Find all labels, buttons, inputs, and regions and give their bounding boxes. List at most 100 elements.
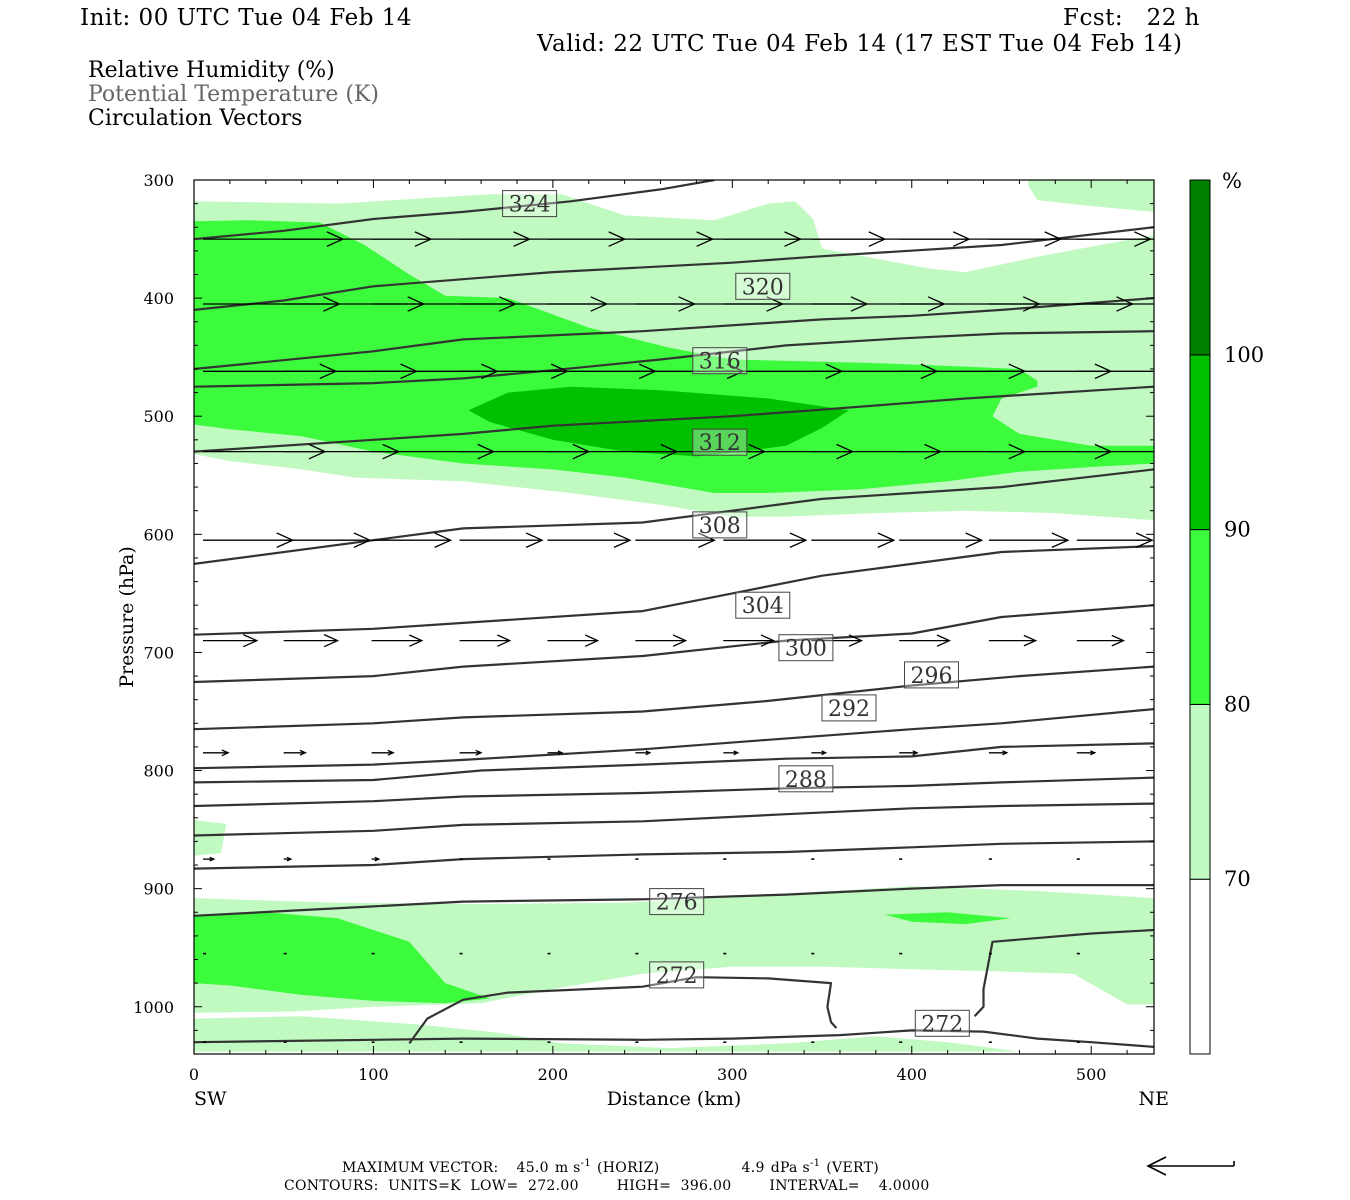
- vector-arrow: [811, 634, 864, 647]
- vector-arrow: [459, 634, 512, 647]
- x-tick-label-100: 100: [358, 1065, 389, 1084]
- valid-time: Valid: 22 UTC Tue 04 Feb 14 (17 EST Tue …: [536, 31, 1182, 57]
- vector-arrow: [1076, 532, 1154, 548]
- contour-label-box: [735, 272, 791, 300]
- x-tick-label-0: 0: [189, 1065, 199, 1084]
- theta-contour-308-4: [194, 385, 1154, 453]
- contour-label-308: 308: [699, 514, 741, 539]
- colorbar-unit: %: [1222, 169, 1242, 193]
- contour-label-box: [778, 765, 834, 793]
- contour-label-box: [649, 888, 705, 916]
- vector-arrow: [811, 750, 828, 756]
- vector-arrow: [459, 749, 483, 756]
- contour-label-box: [735, 591, 791, 619]
- y-tick-label-400: 400: [143, 289, 174, 308]
- theta-contour-324-0: [194, 180, 715, 241]
- theta-contour-300-6: [194, 545, 1154, 636]
- vector-arrow: [1076, 370, 1154, 372]
- contour-label-276: 276: [656, 891, 698, 916]
- contour-label-box: [502, 190, 558, 218]
- theta-contour-unlabeled-11: [194, 776, 1154, 808]
- colorbar-swatch-3: [1189, 354, 1211, 531]
- max-vector-h-unit: m s: [555, 1160, 581, 1176]
- y-tick-label-500: 500: [143, 407, 174, 426]
- vector-arrow: [988, 750, 1009, 756]
- contour-label-296: 296: [911, 664, 953, 689]
- vector-arrow: [203, 749, 230, 757]
- theta-contour-320-1: [194, 226, 1154, 311]
- x-axis-right-end-label: NE: [1139, 1088, 1170, 1110]
- theta-contour-unlabeled-16: [973, 928, 1154, 1017]
- x-axis-title: Distance (km): [607, 1088, 742, 1110]
- colorbar-swatch-0: [1189, 878, 1211, 1055]
- vector-arrow: [988, 634, 1038, 647]
- contour-label-292: 292: [828, 697, 870, 722]
- theta-contour-unlabeled-13: [194, 840, 1154, 870]
- y-axis-title: Pressure (hPa): [116, 546, 138, 688]
- max-vector-label: MAXIMUM VECTOR:: [342, 1160, 498, 1176]
- y-tick-label-600: 600: [143, 525, 174, 544]
- contour-label-box: [649, 961, 705, 989]
- colorbar-swatch-2: [1189, 529, 1211, 705]
- vector-arrow: [899, 532, 984, 548]
- contour-label-box: [821, 694, 877, 722]
- potential-temperature-contours: [194, 180, 1154, 1048]
- contour-label-box: [692, 428, 748, 456]
- vector-arrow: [459, 532, 544, 548]
- vector-arrow: [1076, 634, 1126, 647]
- y-tick-label-800: 800: [143, 762, 174, 781]
- vector-arrow: [635, 532, 716, 548]
- colorbar: 70 80 90 100: [1189, 179, 1264, 1055]
- contour-label-320: 320: [742, 275, 784, 300]
- vector-arrow: [723, 532, 808, 548]
- theta-contour-276-14: [194, 883, 1154, 917]
- theta-contour-unlabeled-12: [194, 802, 1154, 837]
- rh-region-80-6: [194, 912, 491, 1004]
- vector-arrow: [371, 532, 453, 548]
- max-vector-h-paren: (HORIZ): [597, 1160, 660, 1176]
- vector-arrow: [723, 634, 776, 647]
- max-vector-v-paren: (VERT): [826, 1160, 879, 1176]
- y-tick-label-900: 900: [143, 880, 174, 899]
- max-vector-v-unit: dPa s: [771, 1160, 810, 1176]
- legend-potential-temperature: Potential Temperature (K): [88, 82, 379, 107]
- vector-arrow: [1076, 750, 1097, 756]
- vector-arrow: [547, 634, 600, 647]
- contour-label-272: 272: [656, 964, 698, 989]
- colorbar-level-90: 90: [1224, 518, 1251, 542]
- rh-region-80-5: [194, 220, 1154, 493]
- contour-label-box: [778, 634, 834, 662]
- y-tick-label-300: 300: [143, 171, 174, 190]
- x-tick-labels: 0 100 200 300 400 500: [189, 1065, 1107, 1084]
- vector-arrow: [635, 634, 688, 647]
- forecast-hour: Fcst: 22 h: [1063, 5, 1200, 31]
- vector-arrow: [547, 532, 632, 548]
- footer-contours: CONTOURS: UNITS=K LOW= 272.00 HIGH= 396.…: [284, 1178, 930, 1194]
- theta-contour-unlabeled-10: [194, 742, 1154, 784]
- axis-ticks: [193, 179, 1154, 1055]
- vector-arrow: [371, 749, 395, 756]
- rh-region-70-2: [194, 820, 227, 856]
- legend-relative-humidity: Relative Humidity (%): [88, 58, 335, 83]
- colorbar-level-70: 70: [1224, 867, 1251, 891]
- vector-arrow: [283, 634, 340, 648]
- theta-contour-312-3: [194, 330, 1154, 388]
- footer-max-vector: MAXIMUM VECTOR: 45.0 m s-1 (HORIZ) 4.9 dPa s-…: [342, 1158, 879, 1176]
- vector-arrow: [988, 532, 1070, 548]
- max-vector-h-exponent: -1: [581, 1158, 591, 1169]
- vector-arrow: [547, 750, 564, 756]
- vector-arrow: [899, 634, 951, 647]
- vector-arrow: [203, 856, 216, 862]
- max-vector-v-value: 4.9: [742, 1160, 765, 1176]
- contour-label-272: 272: [921, 1012, 963, 1037]
- reference-vector-arrow: [1146, 1156, 1235, 1176]
- x-axis-left-end-label: SW: [194, 1088, 227, 1110]
- contour-label-304: 304: [742, 594, 784, 619]
- vector-arrow: [899, 750, 919, 756]
- contour-label-312: 312: [699, 431, 741, 456]
- plot-frame: [193, 179, 1155, 1055]
- contour-label-316: 316: [699, 350, 741, 375]
- vector-arrow: [283, 532, 372, 548]
